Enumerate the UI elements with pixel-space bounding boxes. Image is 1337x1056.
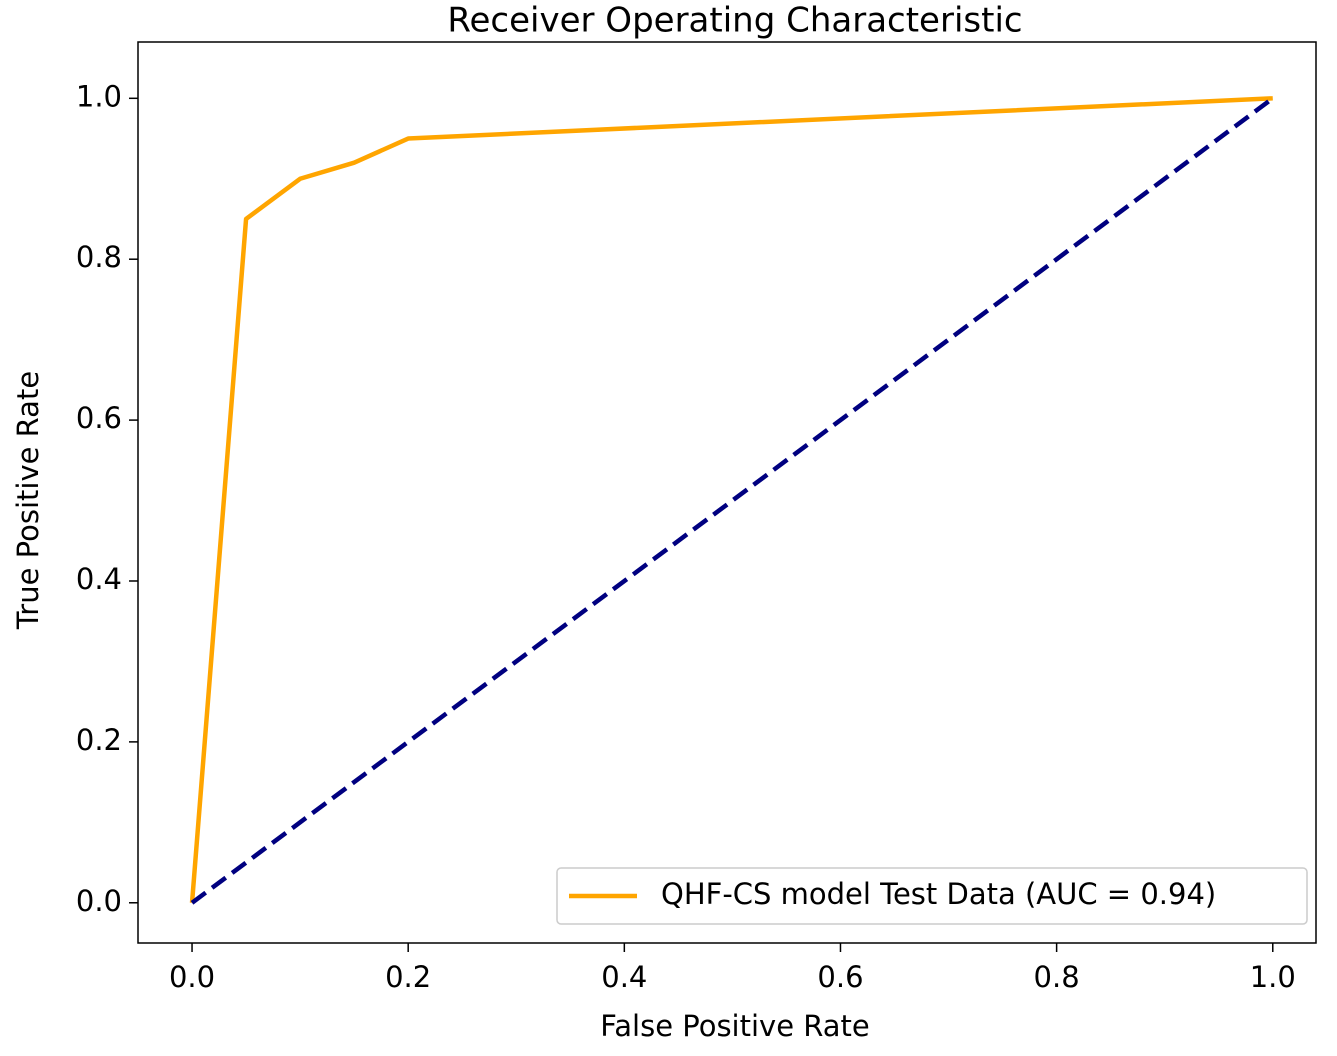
legend-box bbox=[556, 867, 1308, 925]
x-tick-label: 0.8 bbox=[1034, 960, 1080, 994]
legend-label: QHF-CS model Test Data (AUC = 0.94) bbox=[661, 877, 1216, 911]
x-axis-label: False Positive Rate bbox=[600, 1009, 870, 1043]
y-tick-label: 0.0 bbox=[76, 884, 122, 918]
y-tick-label: 0.2 bbox=[76, 723, 122, 757]
y-tick-label: 0.4 bbox=[76, 562, 122, 596]
y-tick-label: 1.0 bbox=[76, 79, 122, 113]
plot-frame bbox=[137, 41, 1317, 944]
x-tick-label: 0.2 bbox=[385, 960, 431, 994]
x-tick-label: 0.6 bbox=[817, 960, 863, 994]
x-tick-label: 0.4 bbox=[601, 960, 647, 994]
series-line bbox=[189, 96, 1273, 903]
y-axis-label: True Positive Rate bbox=[11, 371, 45, 630]
chart-title: Receiver Operating Characteristic bbox=[447, 1, 1022, 41]
y-tick-label: 0.6 bbox=[76, 401, 122, 435]
series-line bbox=[190, 96, 1275, 905]
x-tick-label: 1.0 bbox=[1250, 960, 1296, 994]
y-tick-label: 0.8 bbox=[76, 240, 122, 274]
x-tick-label: 0.0 bbox=[169, 960, 215, 994]
